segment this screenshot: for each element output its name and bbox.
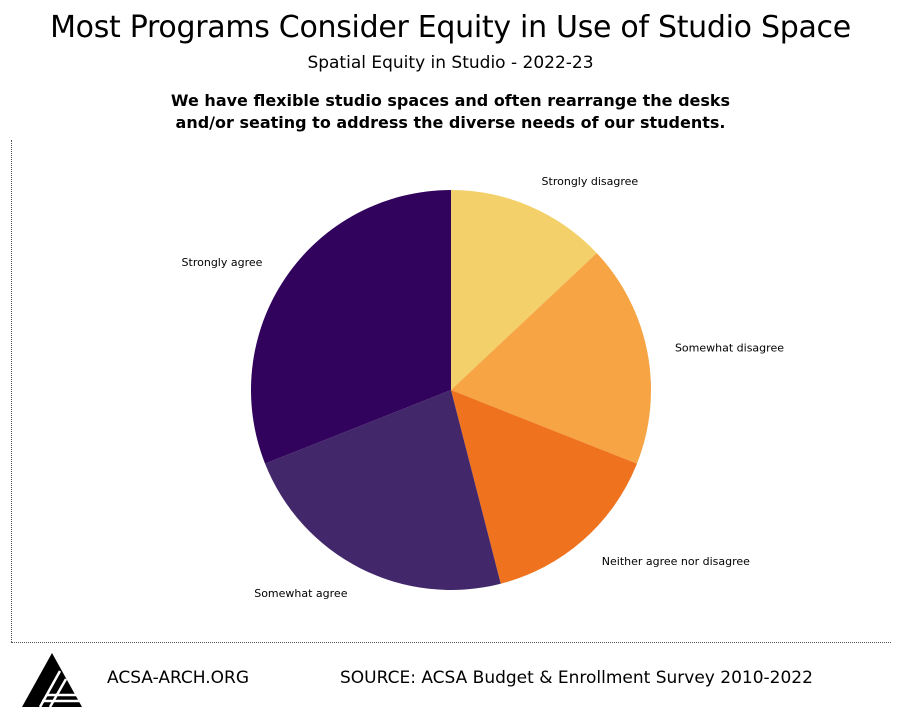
pie-label-strongly-disagree: Strongly disagree bbox=[542, 175, 639, 188]
pie-label-somewhat-agree: Somewhat agree bbox=[254, 587, 347, 600]
frame-left-divider bbox=[11, 140, 12, 642]
survey-question-line-1: We have flexible studio spaces and often… bbox=[170, 91, 731, 110]
pie-slice-strongly-agree bbox=[251, 190, 451, 464]
footer-source-text: SOURCE: ACSA Budget & Enrollment Survey … bbox=[340, 668, 813, 688]
acsa-triangle-logo-icon bbox=[22, 653, 82, 708]
survey-question-line-2: and/or seating to address the diverse ne… bbox=[175, 113, 726, 132]
chart-title: Most Programs Consider Equity in Use of … bbox=[50, 10, 851, 45]
footer-site-link[interactable]: ACSA-ARCH.ORG bbox=[107, 668, 250, 688]
pie-slice-somewhat-disagree bbox=[451, 253, 651, 464]
pie-slice-strongly-disagree bbox=[451, 190, 597, 390]
frame-bottom-divider bbox=[11, 642, 891, 643]
pie-label-somewhat-disagree: Somewhat disagree bbox=[675, 341, 784, 354]
survey-question: We have flexible studio spaces and often… bbox=[0, 90, 901, 134]
pie-slice-somewhat-agree bbox=[265, 390, 501, 590]
pie-label-neither-agree-nor-disagree: Neither agree nor disagree bbox=[602, 555, 750, 568]
pie-slice-neither-agree-nor-disagree bbox=[451, 390, 637, 584]
chart-subtitle: Spatial Equity in Studio - 2022-23 bbox=[307, 53, 594, 73]
pie-label-strongly-agree: Strongly agree bbox=[182, 256, 263, 269]
